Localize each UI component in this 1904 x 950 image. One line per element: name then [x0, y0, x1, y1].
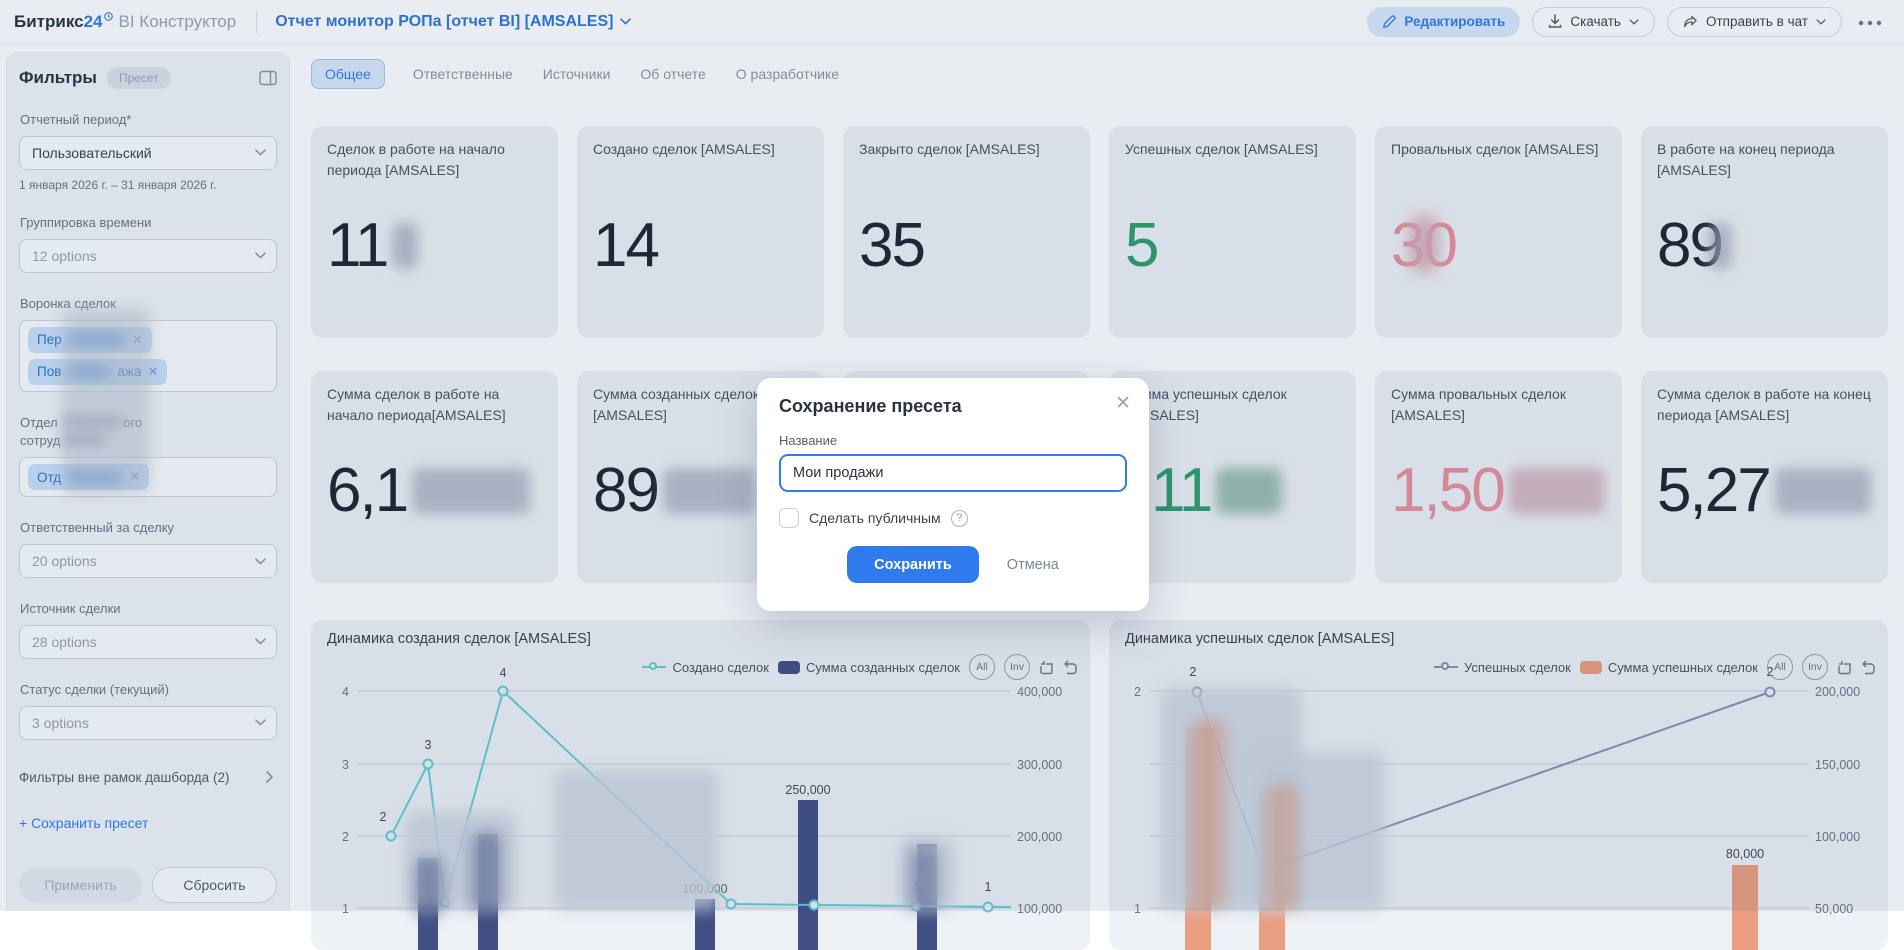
preset-name-input[interactable]: [779, 454, 1127, 492]
preset-name-label: Название: [779, 433, 1127, 448]
close-icon[interactable]: ✕: [1115, 394, 1131, 413]
help-icon[interactable]: ?: [951, 510, 968, 527]
modal-title: Сохранение пресета: [779, 396, 1127, 417]
save-preset-modal: Сохранение пресета ✕ Название Сделать пу…: [757, 378, 1149, 611]
save-button[interactable]: Сохранить: [847, 546, 979, 583]
make-public-label: Сделать публичным: [809, 510, 941, 526]
cancel-button[interactable]: Отмена: [1007, 557, 1059, 573]
make-public-checkbox[interactable]: [779, 508, 799, 528]
